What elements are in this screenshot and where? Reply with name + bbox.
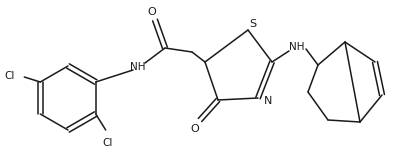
Text: Cl: Cl (103, 138, 113, 148)
Text: Cl: Cl (4, 71, 14, 81)
Text: O: O (147, 7, 156, 17)
Text: O: O (191, 124, 200, 134)
Text: N: N (264, 96, 272, 106)
Text: S: S (249, 19, 257, 29)
Text: NH: NH (130, 62, 146, 72)
Text: NH: NH (289, 42, 305, 52)
